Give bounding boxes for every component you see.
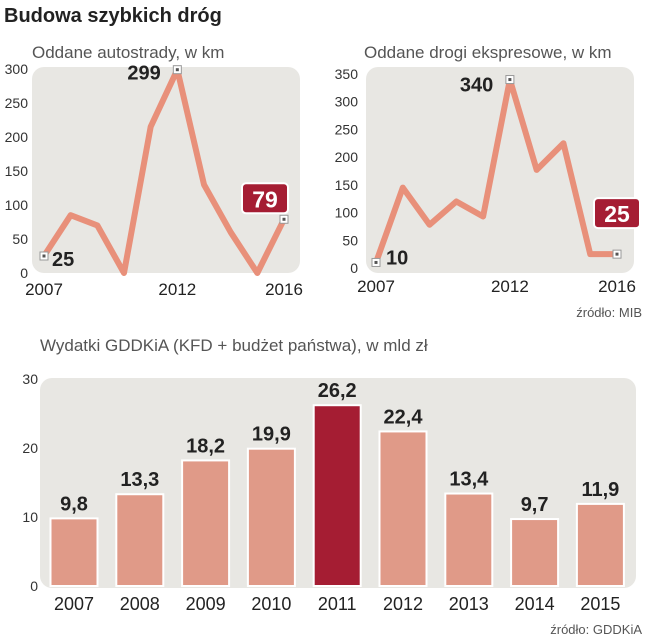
ekspresowe-marker-dot-10 xyxy=(374,260,378,264)
ekspresowe-chart: Oddane drogi ekspresowe, w km 0 50 100 150 2… xyxy=(335,43,642,320)
ekspresowe-ytick-150: 150 xyxy=(335,177,359,193)
wydatki-value-label-2010: 19,9 xyxy=(252,424,291,446)
wydatki-value-label-2008: 13,3 xyxy=(120,469,159,491)
autostrady-label-79: 79 xyxy=(252,186,278,212)
wydatki-ytick-10: 10 xyxy=(22,509,38,525)
ekspresowe-ytick-0: 0 xyxy=(350,260,358,276)
autostrady-ytick-50: 50 xyxy=(12,231,28,247)
autostrady-xtick-2007: 2007 xyxy=(25,280,63,299)
wydatki-ytick-30: 30 xyxy=(22,371,38,387)
autostrady-y-axis: 0 50 100 150 200 250 300 xyxy=(5,61,29,281)
wydatki-value-label-2009: 18,2 xyxy=(186,435,225,457)
autostrady-xtick-2016: 2016 xyxy=(265,280,303,299)
wydatki-xtick-2015: 2015 xyxy=(580,594,620,614)
wydatki-source: źródło: GDDKiA xyxy=(550,622,642,637)
autostrady-marker-dot-79 xyxy=(282,217,286,221)
wydatki-value-label-2014: 9,7 xyxy=(521,494,549,516)
wydatki-bar-2011 xyxy=(312,404,362,587)
autostrady-marker-dot-299 xyxy=(175,68,179,72)
autostrady-label-299: 299 xyxy=(127,63,160,85)
wydatki-ytick-0: 0 xyxy=(30,578,38,594)
ekspresowe-y-axis: 0 50 100 150 200 250 300 350 xyxy=(335,66,359,276)
ekspresowe-marker-dot-25 xyxy=(615,252,619,256)
wydatki-chart: Wydatki GDDKiA (KFD + budżet państwa), w… xyxy=(22,336,642,637)
ekspresowe-ytick-200: 200 xyxy=(335,149,359,165)
wydatki-bar-2014 xyxy=(510,518,560,588)
wydatki-bar-2015 xyxy=(575,502,625,588)
ekspresowe-ytick-300: 300 xyxy=(335,94,359,110)
autostrady-title: Oddane autostrady, w km xyxy=(32,43,224,62)
ekspresowe-label-340: 340 xyxy=(460,75,493,97)
wydatki-value-label-2011: 26,2 xyxy=(318,380,357,402)
wydatki-value-label-2007: 9,8 xyxy=(60,493,88,515)
wydatki-xtick-2008: 2008 xyxy=(120,594,160,614)
wydatki-value-label-2012: 22,4 xyxy=(384,406,424,428)
wydatki-ytick-20: 20 xyxy=(22,440,38,456)
main-title: Budowa szybkich dróg xyxy=(4,5,222,27)
wydatki-xtick-2014: 2014 xyxy=(515,594,555,614)
ekspresowe-label-10: 10 xyxy=(386,247,408,269)
wydatki-y-axis: 0 10 20 30 xyxy=(22,371,38,594)
autostrady-chart: Oddane autostrady, w km 0 50 100 150 200 250 3… xyxy=(5,43,303,299)
ekspresowe-series-line xyxy=(373,76,620,266)
ekspresowe-xtick-2012: 2012 xyxy=(491,277,529,296)
autostrady-marker-dot-25 xyxy=(42,254,46,258)
wydatki-bar-2007 xyxy=(49,517,99,588)
autostrady-x-axis: 2007 2012 2016 xyxy=(25,280,303,299)
ekspresowe-label-25: 25 xyxy=(604,201,630,227)
wydatki-xtick-2013: 2013 xyxy=(449,594,489,614)
ekspresowe-source: źródło: MIB xyxy=(576,305,642,320)
wydatki-title: Wydatki GDDKiA (KFD + budżet państwa), w… xyxy=(40,336,428,355)
wydatki-xtick-2009: 2009 xyxy=(186,594,226,614)
autostrady-ytick-250: 250 xyxy=(5,95,29,111)
ekspresowe-ytick-250: 250 xyxy=(335,121,359,137)
wydatki-xtick-2012: 2012 xyxy=(383,594,423,614)
autostrady-annotations: 25 299 79 xyxy=(39,63,289,271)
ekspresowe-ytick-350: 350 xyxy=(335,66,359,82)
wydatki-xtick-2010: 2010 xyxy=(251,594,291,614)
ekspresowe-x-axis: 2007 2012 2016 xyxy=(357,277,636,296)
ekspresowe-ytick-50: 50 xyxy=(342,232,358,248)
autostrady-plot-background xyxy=(32,67,300,273)
autostrady-ytick-100: 100 xyxy=(5,197,29,213)
wydatki-bar-2013 xyxy=(444,492,494,588)
autostrady-highlight-box-79 xyxy=(241,182,289,215)
ekspresowe-xtick-2016: 2016 xyxy=(598,277,636,296)
autostrady-ytick-200: 200 xyxy=(5,129,29,145)
ekspresowe-xtick-2007: 2007 xyxy=(357,277,395,296)
ekspresowe-highlight-box-25 xyxy=(593,197,641,230)
wydatki-xtick-2007: 2007 xyxy=(54,594,94,614)
autostrady-xtick-2012: 2012 xyxy=(158,280,196,299)
autostrady-ytick-300: 300 xyxy=(5,61,29,77)
autostrady-series-line xyxy=(41,66,287,276)
ekspresowe-plot-background xyxy=(366,67,634,273)
autostrady-ytick-0: 0 xyxy=(20,265,28,281)
wydatki-bar-2010 xyxy=(246,447,296,587)
wydatki-xtick-2011: 2011 xyxy=(318,594,357,614)
wydatki-value-label-2013: 13,4 xyxy=(449,469,489,491)
wydatki-bar-2008 xyxy=(115,493,165,588)
autostrady-ytick-150: 150 xyxy=(5,163,29,179)
wydatki-bars: 9,8 2007 13,3 2008 18,2 2009 19,9 2010 26,2 2011 2… xyxy=(49,380,625,614)
ekspresowe-ytick-100: 100 xyxy=(335,205,359,221)
wydatki-value-label-2015: 11,9 xyxy=(581,479,619,501)
ekspresowe-annotations: 10 340 25 xyxy=(371,75,641,269)
wydatki-bar-2012 xyxy=(378,430,428,587)
ekspresowe-marker-dot-340 xyxy=(508,78,512,82)
autostrady-label-25: 25 xyxy=(52,249,74,271)
ekspresowe-title: Oddane drogi ekspresowe, w km xyxy=(364,43,612,62)
wydatki-bar-2009 xyxy=(181,459,231,588)
